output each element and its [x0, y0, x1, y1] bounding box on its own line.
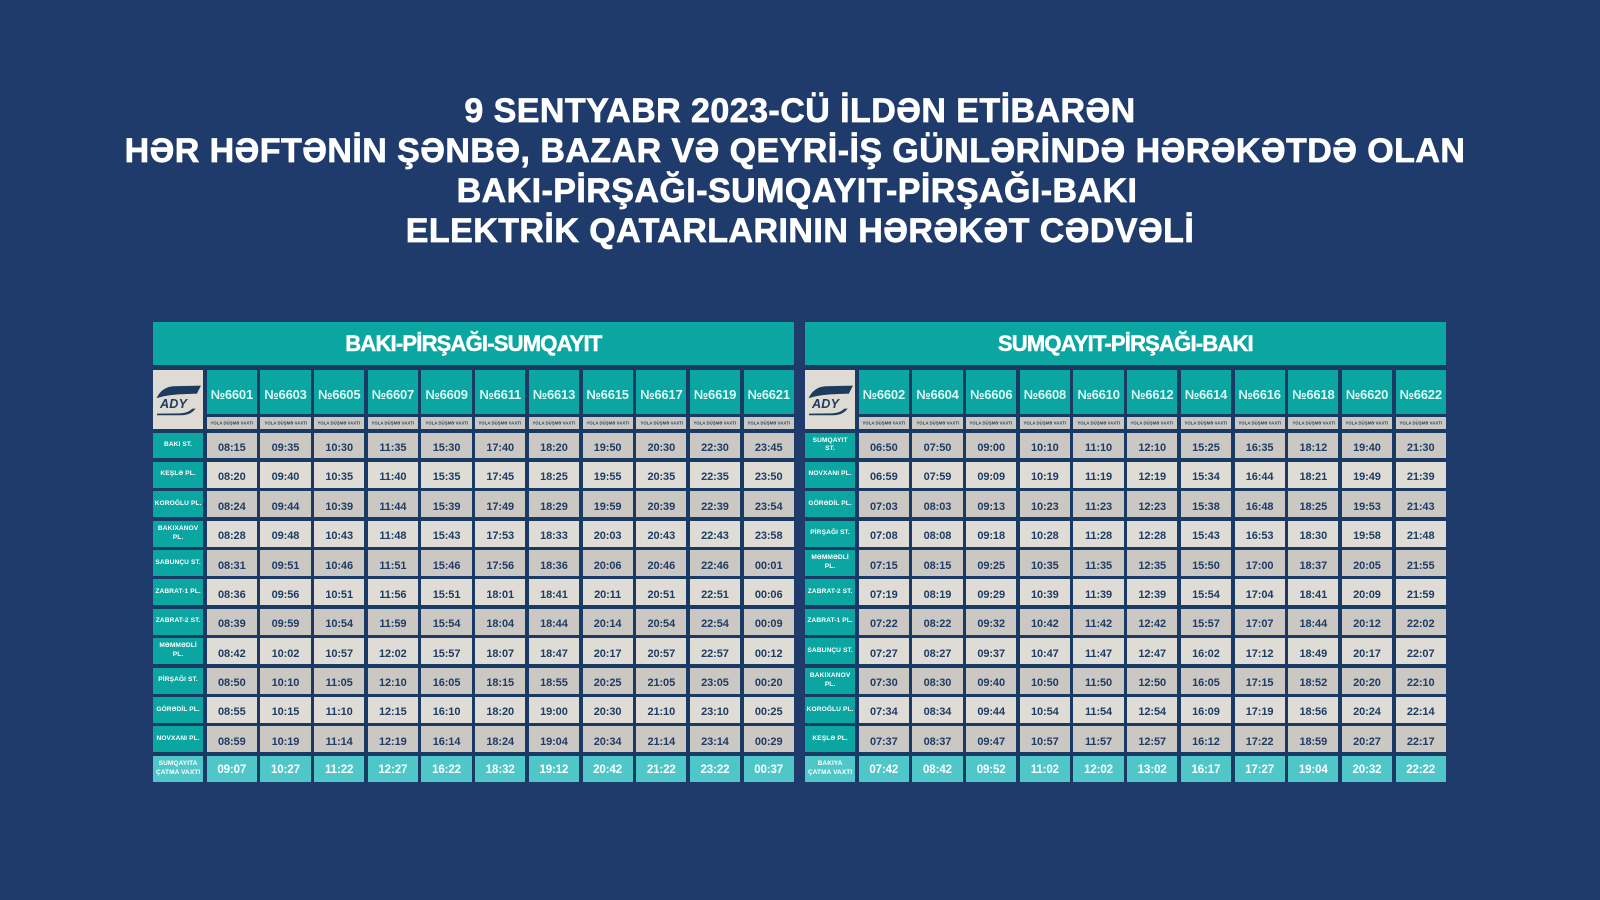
svg-text:ADY: ADY — [159, 397, 189, 411]
svg-text:ADY: ADY — [811, 397, 841, 411]
